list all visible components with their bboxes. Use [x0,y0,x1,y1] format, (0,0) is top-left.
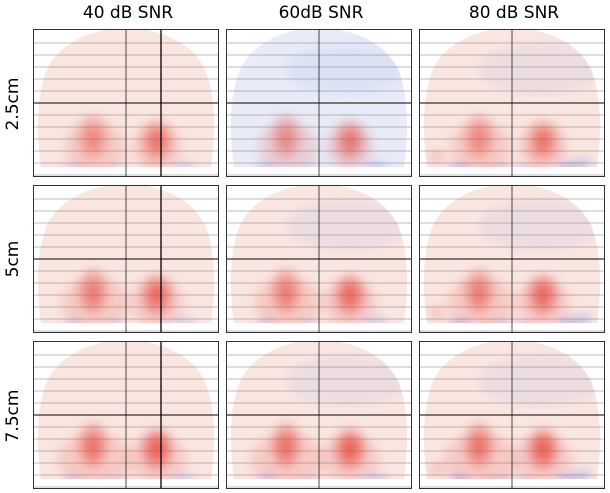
column-title-80db: 80 dB SNR [468,3,560,23]
grid-lines [33,185,219,333]
topomap-panel-7.5cm-80dBSNR [419,341,605,489]
topomap-panel-7.5cm-40dBSNR [33,341,219,489]
row-title-7-5cm: 7.5cm [3,389,23,443]
row-title-5cm: 5cm [3,240,23,278]
grid-lines [33,341,219,489]
grid-lines [226,29,412,177]
grid-lines [419,185,605,333]
topomap-panel-2.5cm-80dBSNR [419,29,605,177]
column-title-60db: 60dB SNR [278,3,364,23]
topomap-panel-2.5cm-60dBSNR [226,29,412,177]
topomap-panel-5cm-80dBSNR [419,185,605,333]
column-title-40db: 40 dB SNR [82,3,174,23]
grid-lines [419,29,605,177]
grid-lines [226,341,412,489]
grid-lines [226,185,412,333]
topomap-panel-2.5cm-40dBSNR [33,29,219,177]
topomap-panel-5cm-60dBSNR [226,185,412,333]
grid-lines [33,29,219,177]
topomap-panel-5cm-40dBSNR [33,185,219,333]
grid-lines [419,341,605,489]
topomap-panel-7.5cm-60dBSNR [226,341,412,489]
row-title-2-5cm: 2.5cm [3,77,23,131]
